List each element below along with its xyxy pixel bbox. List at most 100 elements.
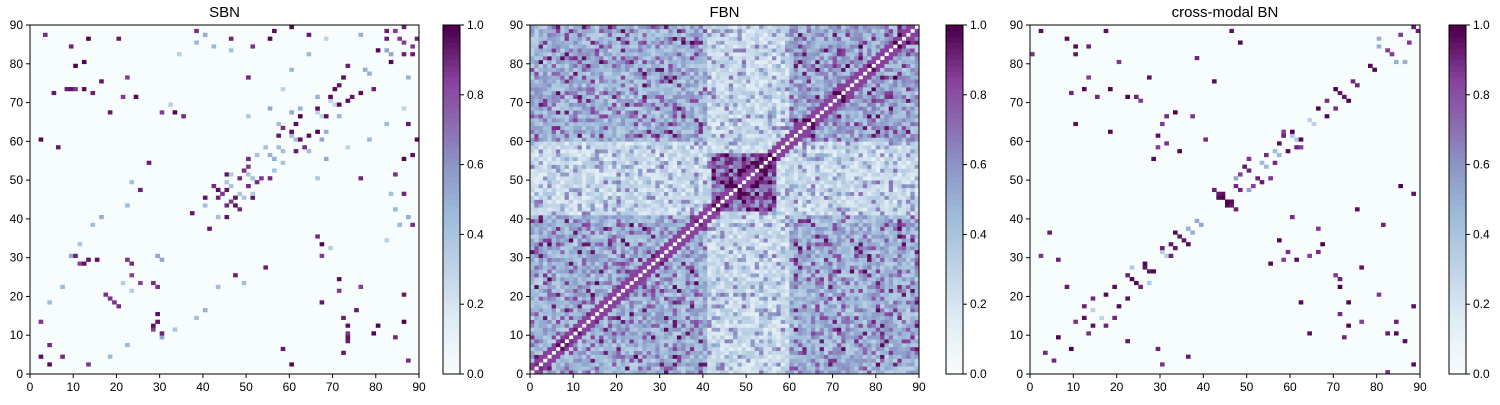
heatmap-cell [871, 238, 876, 242]
heatmap-cell [729, 250, 734, 254]
heatmap-cell [763, 172, 768, 176]
heatmap-cell [716, 339, 721, 343]
heatmap-cell [673, 293, 678, 297]
heatmap-cell [547, 242, 552, 246]
heatmap-cell [789, 265, 794, 269]
heatmap-cell [707, 231, 712, 235]
heatmap-cell [530, 242, 535, 246]
heatmap-cell [530, 231, 535, 235]
heatmap-cell [858, 320, 863, 324]
heatmap-cell [556, 308, 561, 312]
heatmap-cell [725, 258, 730, 262]
heatmap-cell [733, 246, 738, 250]
heatmap-cell [781, 223, 786, 227]
heatmap-cell [893, 366, 898, 370]
heatmap-cell [660, 327, 665, 331]
heatmap-cell [655, 192, 660, 196]
heatmap-cell [763, 184, 768, 188]
heatmap-cell [410, 153, 415, 157]
heatmap-cell [755, 362, 760, 366]
heatmap-cell [582, 339, 587, 343]
heatmap-cell [876, 250, 881, 254]
heatmap-cell [694, 293, 699, 297]
heatmap-cell [220, 192, 225, 196]
heatmap-cell [616, 300, 621, 304]
heatmap-cell [634, 351, 639, 355]
heatmap-cell [229, 184, 234, 188]
heatmap-cell [794, 203, 799, 207]
heatmap-cell [595, 366, 600, 370]
heatmap-cell [203, 196, 208, 200]
heatmap-cell [768, 231, 773, 235]
heatmap-cell [556, 227, 561, 231]
heatmap-cell [815, 273, 820, 277]
heatmap-cell [733, 203, 738, 207]
heatmap-cell [906, 281, 911, 285]
heatmap-cell [884, 238, 889, 242]
heatmap-cell [673, 285, 678, 289]
heatmap-cell [681, 231, 686, 235]
heatmap-cell [586, 203, 591, 207]
heatmap-cell [250, 192, 255, 196]
heatmap-cell [750, 207, 755, 211]
heatmap-cell [776, 223, 781, 227]
heatmap-cell [746, 293, 751, 297]
heatmap-cell [824, 304, 829, 308]
heatmap-cell [880, 269, 885, 273]
heatmap-cell [664, 362, 669, 366]
heatmap-cell [660, 242, 665, 246]
heatmap-cell [850, 339, 855, 343]
heatmap-cell [880, 358, 885, 362]
heatmap-cell [603, 285, 608, 289]
heatmap-cell [281, 149, 286, 153]
heatmap-cell [772, 269, 777, 273]
heatmap-cell [595, 223, 600, 227]
heatmap-cell [634, 312, 639, 316]
heatmap-cell [625, 192, 630, 196]
heatmap-cell [763, 358, 768, 362]
heatmap-cell [828, 188, 833, 192]
heatmap-cell [755, 331, 760, 335]
heatmap-cell [534, 285, 539, 289]
heatmap-cell [573, 355, 578, 359]
heatmap-cell [759, 316, 764, 320]
heatmap-cell [763, 308, 768, 312]
heatmap-cell [655, 281, 660, 285]
heatmap-cell [772, 339, 777, 343]
heatmap-cell [755, 238, 760, 242]
heatmap-cell [902, 327, 907, 331]
heatmap-cell [712, 176, 717, 180]
heatmap-cell [625, 265, 630, 269]
heatmap-cell [807, 320, 812, 324]
x-tick-label: 90 [412, 380, 426, 394]
heatmap-cell [750, 308, 755, 312]
heatmap-cell [603, 265, 608, 269]
heatmap-cell [578, 269, 583, 273]
heatmap-cell [759, 180, 764, 184]
heatmap-cell [552, 215, 557, 219]
heatmap-cell [582, 366, 587, 370]
heatmap-cell [876, 358, 881, 362]
heatmap-cell [889, 172, 894, 176]
heatmap-cell [616, 238, 621, 242]
heatmap-cell [534, 207, 539, 211]
heatmap-cell [850, 192, 855, 196]
heatmap-cell [789, 366, 794, 370]
heatmap-cell [828, 324, 833, 328]
heatmap-cell [612, 366, 617, 370]
heatmap-cell [694, 269, 699, 273]
heatmap-cell [863, 203, 868, 207]
heatmap-cell [578, 254, 583, 258]
heatmap-cell [586, 335, 591, 339]
heatmap-cell [863, 366, 868, 370]
heatmap-cell [599, 304, 604, 308]
heatmap-cell [858, 331, 863, 335]
heatmap-cell [668, 184, 673, 188]
heatmap-cell [686, 254, 691, 258]
heatmap-cell [699, 304, 704, 308]
heatmap-cell [346, 324, 351, 328]
heatmap-cell [742, 200, 747, 204]
heatmap-cell [608, 304, 613, 308]
heatmap-cell [233, 203, 238, 207]
heatmap-cell [668, 242, 673, 246]
